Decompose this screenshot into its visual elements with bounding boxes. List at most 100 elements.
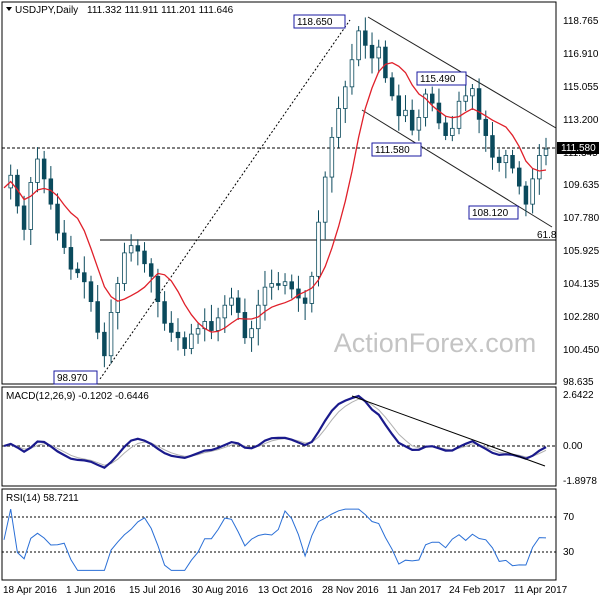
candle-body [189,333,194,349]
current-price-marker [557,142,599,154]
price-tick: 102.280 [563,312,600,323]
rsi-line [3,508,547,571]
fib-618-label: 61.8 [537,230,557,241]
dropdown-triangle-icon[interactable] [6,7,12,11]
moving-average-line [3,62,547,333]
candle-body [470,88,475,97]
candle-body [369,44,375,59]
candle-body [523,185,529,205]
price-tick: 98.635 [563,377,594,388]
candle-body [249,328,254,339]
candle-body [61,232,67,248]
candle-body [456,100,462,129]
price-tick: 100.450 [563,345,600,356]
candle-body [41,158,47,180]
candle-body [363,30,368,46]
rsi-title: RSI(14) 58.7211 [6,493,79,504]
candle-body [269,283,274,288]
candle-body [182,337,187,349]
label-text: 118.650 [297,17,333,28]
label-text: 111.580 [375,145,410,156]
date-label: 18 Apr 2016 [3,585,57,596]
price-label-high: 118.650 [293,14,346,29]
price-panel-frame [1,1,557,385]
projection-dotted-line [99,19,351,380]
candle-body [423,93,428,118]
label-box [416,71,467,86]
macd-line [3,394,547,469]
label-text: 98.970 [57,373,88,384]
candle-body [162,301,167,324]
candle-body [336,108,341,138]
candle-body [276,283,281,286]
candle-body [383,46,388,79]
candle-body [75,268,80,274]
price-label-108: 108.120 [468,205,519,220]
macd-signal-line [3,398,547,466]
rsi-tick: 30 [563,547,575,558]
candle-body [209,321,214,331]
candle-body [289,281,294,290]
label-box [53,370,98,385]
candle-body [430,93,435,104]
date-label: 30 Aug 2016 [192,585,249,596]
candle-body [175,331,181,339]
label-box [371,142,422,157]
candle-body [409,109,415,131]
candle-body [490,135,495,158]
macd-title: MACD(12,26,9) -0.1202 -0.6446 [6,391,149,402]
price-tick: 115.055 [563,82,599,93]
rsi-panel-frame [1,488,557,581]
price-tick: 104.135 [563,279,600,290]
candle-body [349,59,355,88]
candle-body [262,286,268,306]
macd-trend-line [351,395,546,467]
candle-body [142,250,147,265]
candle-body [155,275,161,303]
candle-body [215,317,221,331]
candle-body [102,331,107,357]
macd-tick: -1.8978 [563,476,597,487]
candle-body [35,158,40,183]
candle-body [88,281,94,303]
rsi-tick: 70 [563,512,575,523]
candle-body [403,109,408,117]
price-tick: 113.200 [563,115,599,126]
candle-body [169,322,174,333]
candle-body [68,247,74,270]
current-price-label: 111.580 [561,143,596,154]
candle-body [316,221,321,277]
candle-body [282,281,288,286]
candle-body [242,312,248,339]
candle-body [309,275,315,304]
candle-body [302,297,308,304]
channel-lower-line [361,109,553,228]
price-tick: 116.910 [563,49,599,60]
candle-body [496,156,502,164]
date-label: 24 Feb 2017 [449,585,506,596]
date-label: 11 Jan 2017 [387,585,442,596]
macd-tick: 0.00 [563,441,583,452]
date-axis: 18 Apr 2016 1 Jun 2016 15 Jul 2016 30 Au… [3,585,568,596]
candle-body [516,167,522,187]
candle-body [222,304,228,319]
candle-body [195,328,201,335]
price-tick: 105.925 [563,246,600,257]
candle-body [443,122,448,136]
candle-body [115,283,120,313]
candle-body [396,95,402,117]
symbol-title: USDJPY,Daily [15,5,78,16]
candle-body [95,301,100,333]
candle-body [416,117,422,131]
label-text: 115.490 [420,74,456,85]
price-label-111: 111.580 [371,142,422,157]
candle-body [343,86,348,109]
price-label-115: 115.490 [416,71,467,86]
date-label: 1 Jun 2016 [66,585,116,596]
price-tick: 109.635 [563,180,600,191]
price-label-low: 98.970 [53,370,98,385]
candle-body [148,263,154,277]
candle-body [55,203,60,234]
candle-body [356,30,361,61]
